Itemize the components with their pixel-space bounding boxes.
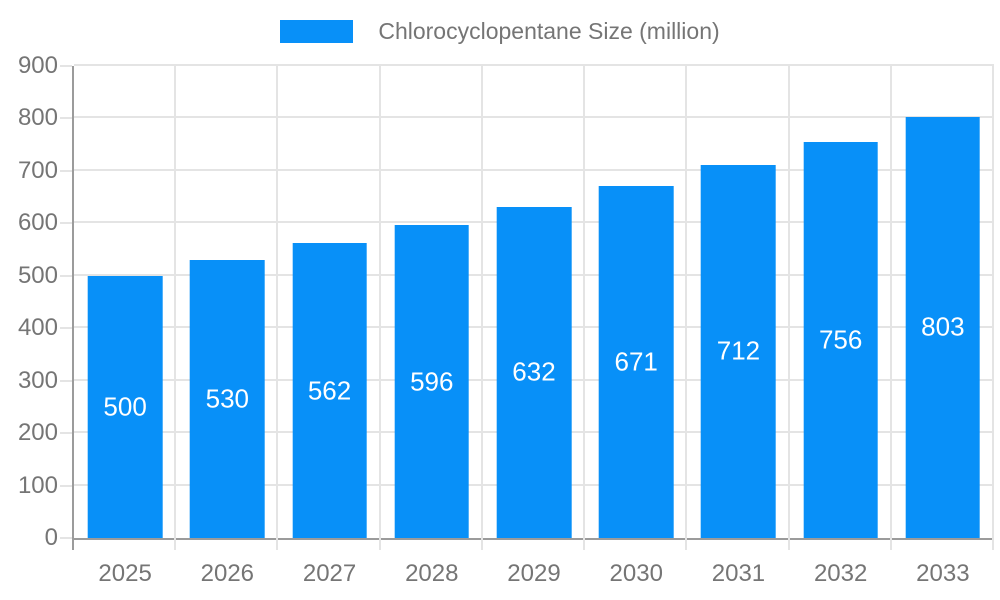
y-tick-mark	[60, 484, 72, 487]
legend-label: Chlorocyclopentane Size (million)	[378, 18, 720, 44]
bar-2025: 500	[87, 275, 163, 538]
x-axis-label: 2032	[813, 560, 868, 587]
y-tick-mark	[60, 432, 72, 435]
bar-2030: 671	[598, 186, 674, 538]
x-axis-label: 2030	[609, 560, 663, 587]
h-gridline	[74, 168, 994, 171]
bar-value-label: 530	[205, 383, 250, 414]
v-gridline	[276, 66, 279, 538]
x-tick-mark	[378, 538, 381, 550]
y-tick-mark	[60, 222, 72, 225]
v-gridline	[992, 66, 994, 538]
bar-cell: 530	[176, 66, 278, 538]
y-axis-line	[72, 66, 74, 550]
bar-2033: 803	[905, 116, 981, 538]
v-gridline	[378, 66, 381, 538]
bar-2026: 530	[190, 260, 265, 538]
bar-value-label: 803	[921, 311, 965, 342]
x-axis-label: 2033	[916, 560, 970, 587]
x-axis-label: 2026	[200, 560, 255, 587]
x-tick-mark	[787, 538, 790, 550]
x-axis-label: 2025	[98, 560, 152, 587]
y-tick-mark	[60, 274, 72, 277]
v-gridline	[889, 66, 892, 538]
y-axis-label: 200	[17, 419, 58, 447]
x-axis-label: 2028	[405, 560, 459, 587]
bar-2032: 756	[803, 141, 878, 538]
bar-2027: 562	[292, 243, 367, 538]
y-axis-label: 900	[17, 52, 58, 79]
bar-value-label: 671	[614, 346, 658, 377]
bar-cell: 803	[892, 66, 994, 538]
x-tick-mark	[992, 538, 994, 550]
bar-2029: 632	[496, 206, 572, 538]
x-tick-mark	[174, 538, 177, 550]
x-tick-mark	[276, 538, 279, 550]
bar-cell: 632	[483, 66, 585, 538]
plot-area: 500 530 562 596 632 671 712 756 803	[72, 64, 994, 550]
y-axis-label: 400	[17, 314, 58, 342]
bar-value-label: 632	[512, 356, 556, 387]
y-axis-label: 800	[17, 104, 58, 132]
bar-cell: 562	[278, 66, 380, 538]
bar-value-label: 562	[307, 375, 352, 406]
bar-2031: 712	[701, 164, 776, 538]
y-axis-label: 0	[44, 524, 58, 551]
bar-2028: 596	[394, 225, 470, 538]
bar-cell: 596	[381, 66, 483, 538]
y-axis-label: 100	[17, 471, 58, 499]
x-tick-mark	[889, 538, 892, 550]
h-gridline	[74, 64, 994, 66]
y-axis-label: 700	[17, 156, 58, 184]
y-tick-mark	[60, 65, 72, 67]
bar-cell: 500	[74, 66, 176, 538]
legend-swatch-icon	[280, 20, 354, 43]
x-tick-mark	[72, 538, 74, 550]
legend[interactable]: Chlorocyclopentane Size (million)	[0, 20, 1000, 43]
bar-value-label: 500	[103, 391, 147, 422]
y-axis-label: 300	[17, 366, 58, 394]
y-tick-mark	[60, 169, 72, 172]
v-gridline	[583, 66, 586, 538]
x-axis-label: 2029	[507, 560, 561, 587]
v-gridline	[480, 66, 483, 538]
v-gridline	[174, 66, 177, 538]
v-gridline	[787, 66, 790, 538]
v-gridline	[685, 66, 688, 538]
bar-cell: 712	[687, 66, 789, 538]
bar-cell: 671	[585, 66, 687, 538]
bar-value-label: 596	[410, 366, 454, 397]
bar-value-label: 712	[716, 335, 761, 366]
y-tick-mark	[60, 327, 72, 330]
x-axis-label: 2027	[302, 560, 357, 587]
bar-cell: 756	[790, 66, 892, 538]
x-axis-label: 2031	[711, 560, 766, 587]
bar-value-label: 756	[818, 324, 863, 355]
h-gridline	[74, 116, 994, 119]
y-axis-label: 500	[17, 261, 58, 289]
y-tick-mark	[60, 117, 72, 120]
y-tick-mark	[60, 537, 72, 539]
x-axis-line	[72, 538, 994, 540]
y-tick-mark	[60, 379, 72, 382]
x-tick-mark	[583, 538, 586, 550]
x-tick-mark	[685, 538, 688, 550]
y-axis-label: 600	[17, 209, 58, 237]
x-tick-mark	[480, 538, 483, 550]
